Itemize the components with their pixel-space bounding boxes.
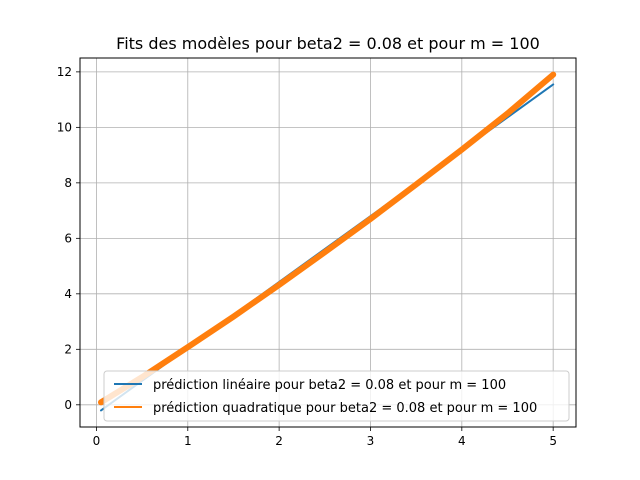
y-tick-label: 0 [64, 398, 72, 412]
grid [80, 58, 576, 427]
y-tick-label: 8 [64, 176, 72, 190]
y-tick-label: 2 [64, 342, 72, 356]
y-tick-label: 6 [64, 231, 72, 245]
x-tick-label: 4 [458, 434, 466, 448]
series-line-1 [98, 71, 557, 406]
x-tick-label: 3 [367, 434, 375, 448]
x-tick-label: 0 [93, 434, 101, 448]
series-layer [98, 71, 557, 412]
legend-box [103, 370, 570, 422]
legend-label-lineaire: prédiction linéaire pour beta2 = 0.08 et… [153, 378, 506, 393]
y-tick-label: 10 [57, 120, 72, 134]
legend-label-quadratique: prédiction quadratique pour beta2 = 0.08… [153, 401, 537, 416]
legend: prédiction linéaire pour beta2 = 0.08 et… [103, 370, 570, 422]
y-tick-label: 4 [64, 287, 72, 301]
chart-title: Fits des modèles pour beta2 = 0.08 et po… [116, 34, 540, 53]
plot-frame [79, 57, 577, 428]
y-tick-label: 12 [57, 65, 72, 79]
x-tick-label: 5 [549, 434, 557, 448]
x-tick-label: 1 [184, 434, 192, 448]
x-tick-label: 2 [275, 434, 283, 448]
